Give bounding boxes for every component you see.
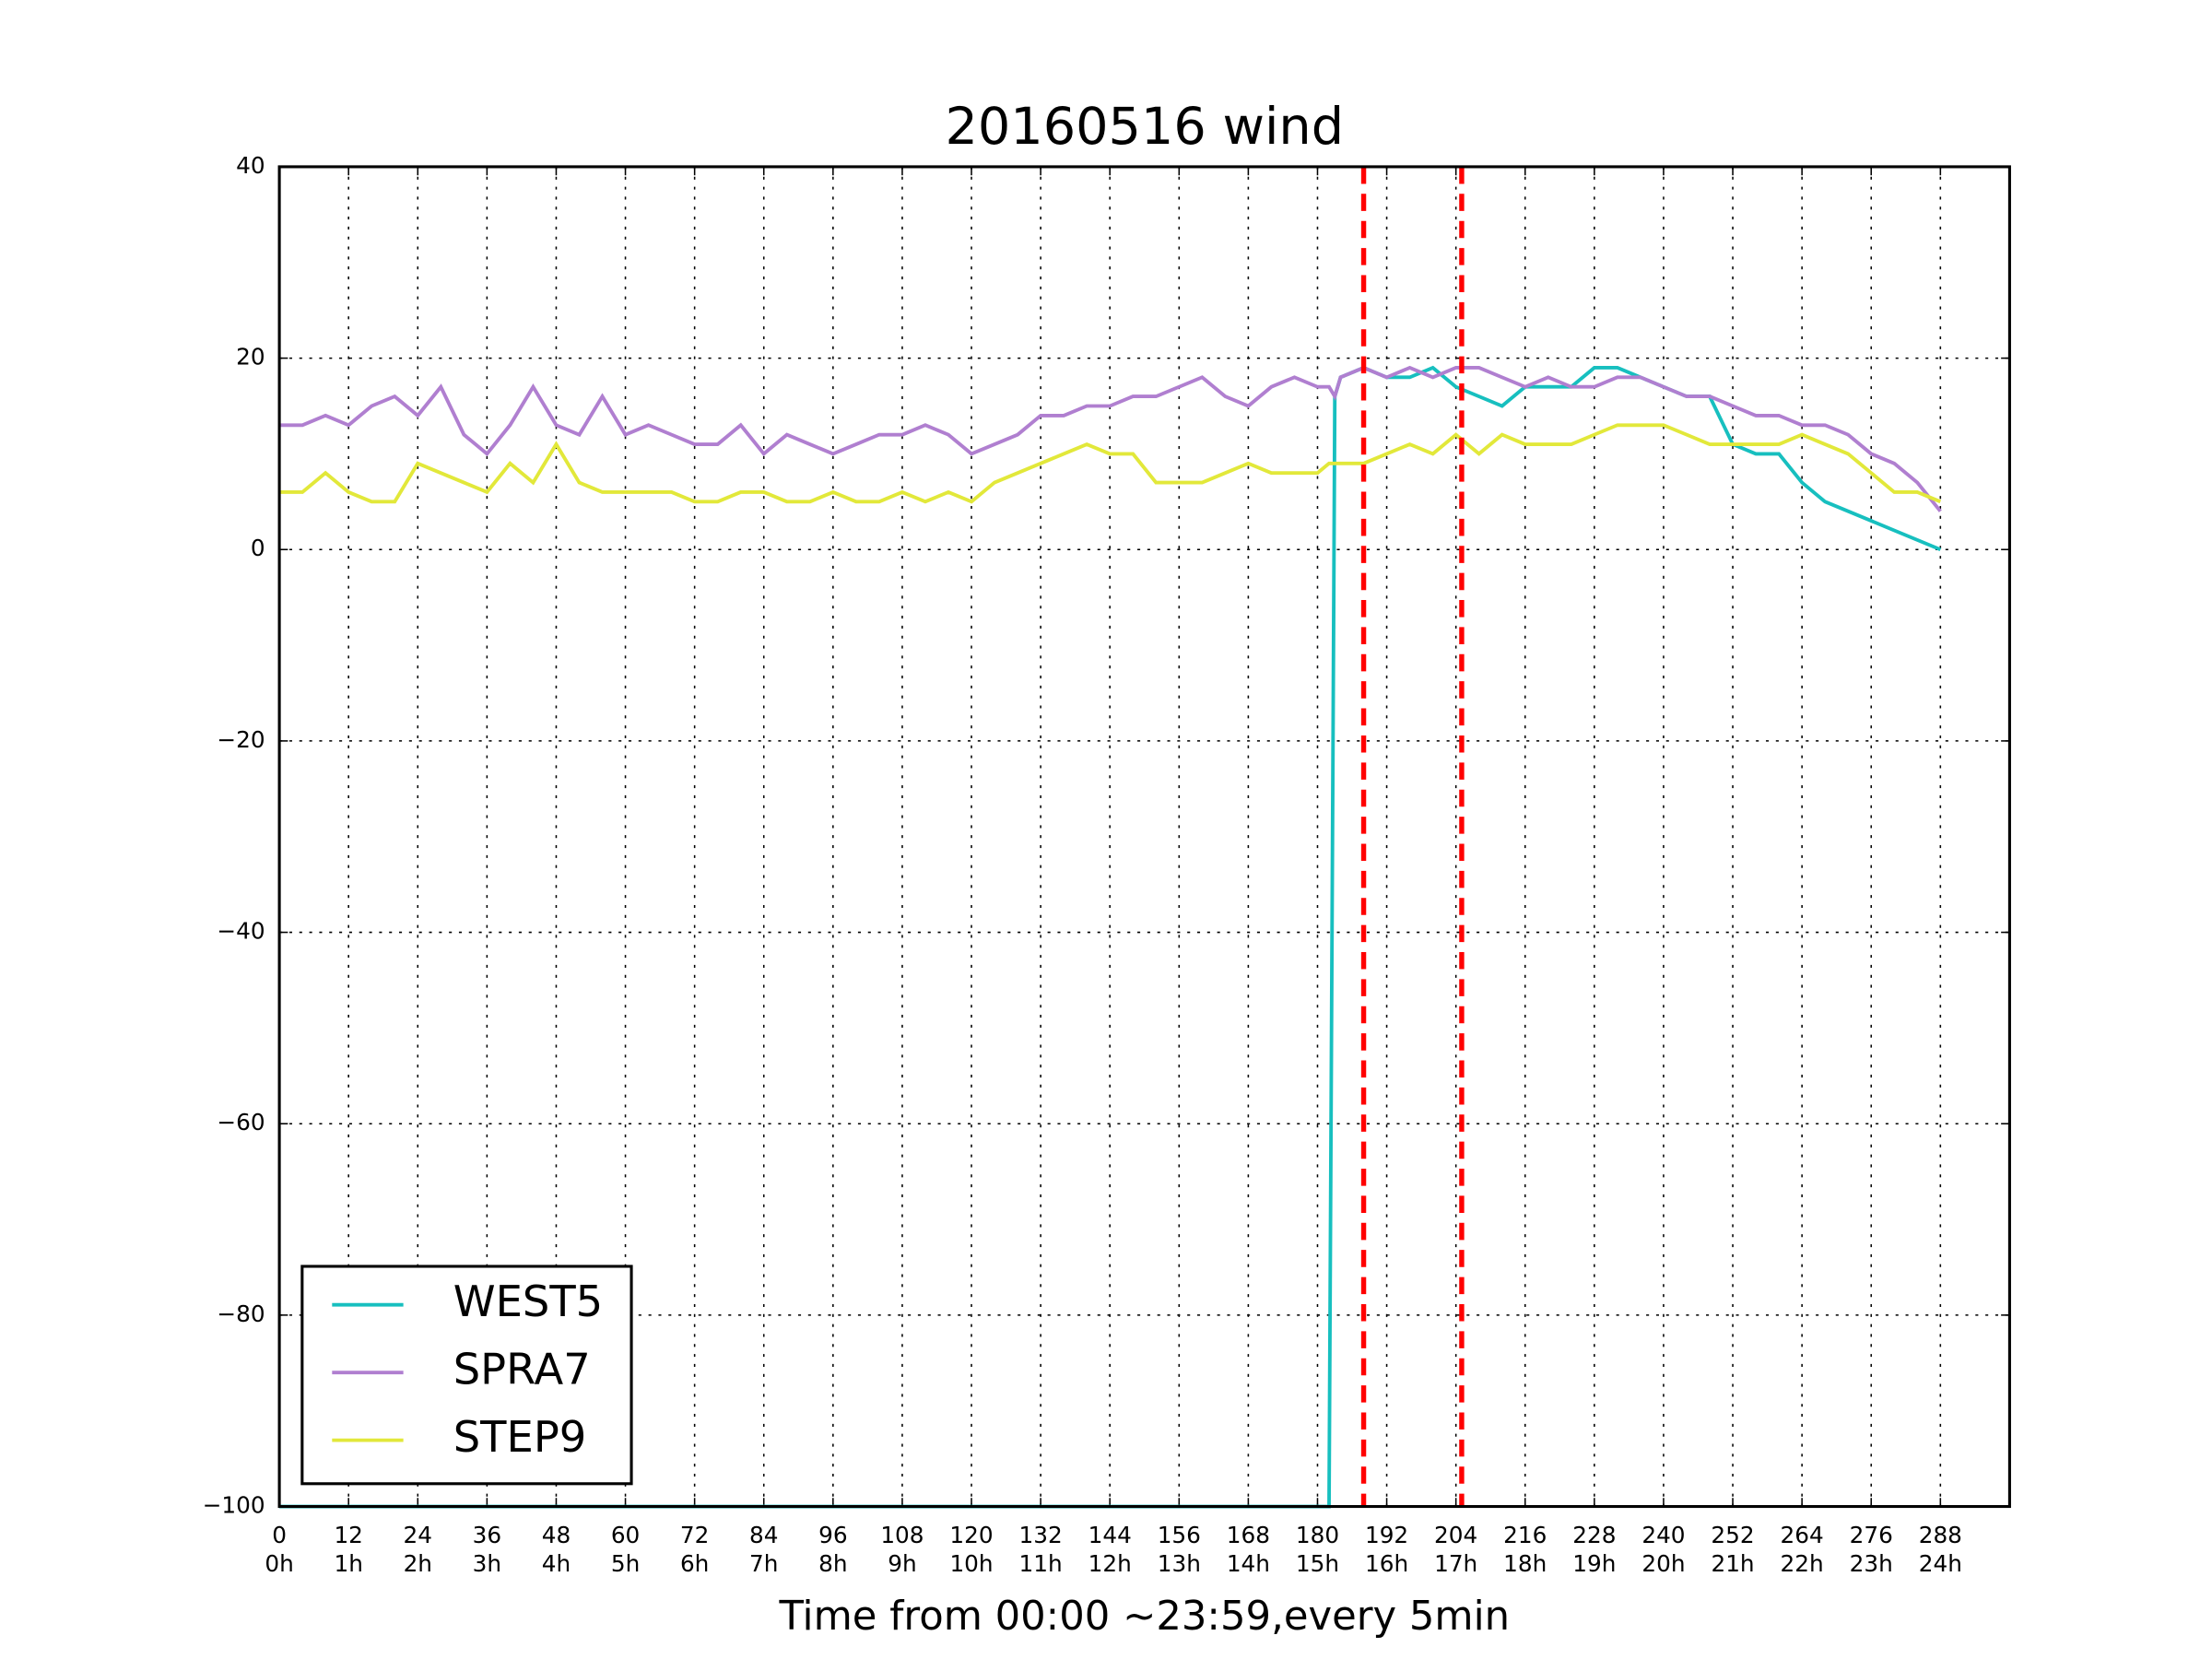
x-tick-hour: 21h [1711, 1550, 1754, 1577]
x-tick-label: 48 [542, 1522, 571, 1548]
x-tick-hour: 6h [680, 1550, 709, 1577]
y-tick-label: −80 [217, 1300, 265, 1327]
x-tick-label: 12 [334, 1522, 362, 1548]
x-tick-label: 288 [1919, 1522, 1962, 1548]
x-tick-label: 120 [949, 1522, 993, 1548]
x-tick-hour: 18h [1503, 1550, 1547, 1577]
x-tick-label: 180 [1296, 1522, 1339, 1548]
x-tick-label: 168 [1227, 1522, 1270, 1548]
legend-box [300, 1265, 633, 1486]
x-tick-hour: 24h [1919, 1550, 1962, 1577]
x-tick-label: 36 [473, 1522, 501, 1548]
x-tick-hour: 20h [1641, 1550, 1685, 1577]
x-tick-label: 24 [404, 1522, 432, 1548]
x-tick-hour: 23h [1850, 1550, 1893, 1577]
y-tick-label: −60 [217, 1109, 265, 1135]
x-tick-label: 252 [1711, 1522, 1754, 1548]
y-tick-label: −40 [217, 918, 265, 945]
x-tick-label: 96 [818, 1522, 847, 1548]
legend-label: WEST5 [453, 1277, 603, 1326]
x-tick-hour: 12h [1088, 1550, 1132, 1577]
x-tick-hour: 2h [404, 1550, 432, 1577]
x-tick-label: 132 [1019, 1522, 1063, 1548]
legend-label: STEP9 [453, 1412, 587, 1462]
x-tick-hour: 13h [1158, 1550, 1201, 1577]
x-tick-hour: 0h [265, 1550, 293, 1577]
series-line [279, 423, 1942, 504]
x-tick-label: 264 [1781, 1522, 1824, 1548]
x-tick-label: 0 [272, 1522, 287, 1548]
x-tick-hour: 14h [1227, 1550, 1270, 1577]
series-line [279, 365, 1942, 512]
x-tick-label: 204 [1434, 1522, 1477, 1548]
x-tick-label: 108 [880, 1522, 924, 1548]
x-tick-label: 72 [680, 1522, 709, 1548]
plot-area: −100−80−60−40−200204000h121h242h363h484h… [203, 152, 2011, 1577]
x-tick-hour: 10h [949, 1550, 993, 1577]
x-tick-hour: 19h [1572, 1550, 1616, 1577]
x-axis-label: Time from 00:00 ~23:59,every 5min [778, 1594, 1510, 1640]
x-tick-hour: 4h [542, 1550, 571, 1577]
x-tick-label: 192 [1365, 1522, 1408, 1548]
y-tick-label: 40 [236, 152, 265, 179]
x-tick-label: 228 [1572, 1522, 1616, 1548]
y-tick-label: −20 [217, 726, 265, 753]
y-tick-label: 20 [236, 344, 265, 371]
x-tick-hour: 17h [1434, 1550, 1477, 1577]
x-tick-hour: 1h [334, 1550, 362, 1577]
x-tick-label: 60 [611, 1522, 640, 1548]
legend-label: SPRA7 [453, 1345, 591, 1394]
plot-frame [277, 165, 2011, 1509]
x-tick-hour: 16h [1365, 1550, 1408, 1577]
y-tick-label: 0 [251, 535, 265, 561]
y-tick-label: −100 [203, 1492, 265, 1519]
x-tick-label: 156 [1158, 1522, 1201, 1548]
x-tick-label: 84 [749, 1522, 778, 1548]
x-tick-hour: 22h [1781, 1550, 1824, 1577]
x-tick-label: 276 [1850, 1522, 1893, 1548]
x-tick-label: 216 [1503, 1522, 1547, 1548]
x-tick-hour: 8h [818, 1550, 847, 1577]
x-tick-hour: 9h [888, 1550, 916, 1577]
x-tick-hour: 11h [1019, 1550, 1063, 1577]
x-tick-label: 240 [1641, 1522, 1685, 1548]
x-tick-hour: 15h [1296, 1550, 1339, 1577]
chart-title: 20160516 wind [945, 97, 1344, 157]
x-tick-hour: 5h [611, 1550, 640, 1577]
x-tick-hour: 3h [473, 1550, 501, 1577]
x-tick-hour: 7h [749, 1550, 778, 1577]
x-tick-label: 144 [1088, 1522, 1132, 1548]
